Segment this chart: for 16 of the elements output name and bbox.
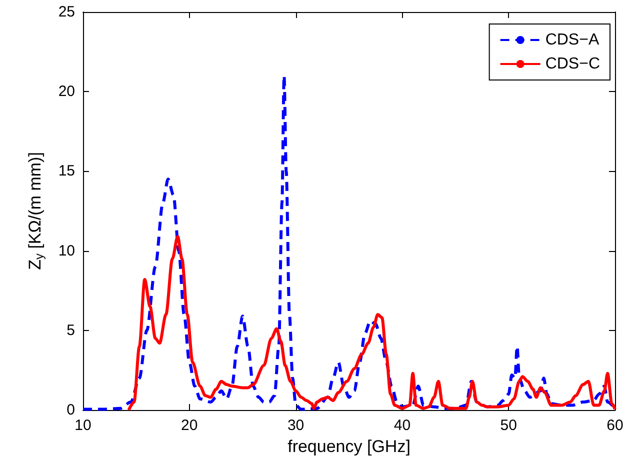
y-tick-label: 5 xyxy=(66,322,75,339)
x-tick-label: 60 xyxy=(606,417,624,434)
x-axis-title: frequency [GHz] xyxy=(288,437,410,456)
y-tick-label: 0 xyxy=(66,402,75,418)
legend-label: CDS−C xyxy=(545,56,600,72)
x-tick-label: 20 xyxy=(181,417,198,434)
line-series xyxy=(127,234,616,412)
y-tick-label: 25 xyxy=(58,4,75,20)
y-tick-label: 10 xyxy=(58,242,75,260)
x-tick-label: 40 xyxy=(394,417,411,434)
y-axis-title: Zy [KΩ/(m mm)] xyxy=(26,152,46,270)
legend-label: CDS−A xyxy=(545,32,600,48)
y-tick-label: 15 xyxy=(58,162,75,180)
x-tick-label: 30 xyxy=(287,417,304,434)
y-tick-label: 20 xyxy=(58,83,75,100)
x-tick-label: 50 xyxy=(500,417,517,434)
